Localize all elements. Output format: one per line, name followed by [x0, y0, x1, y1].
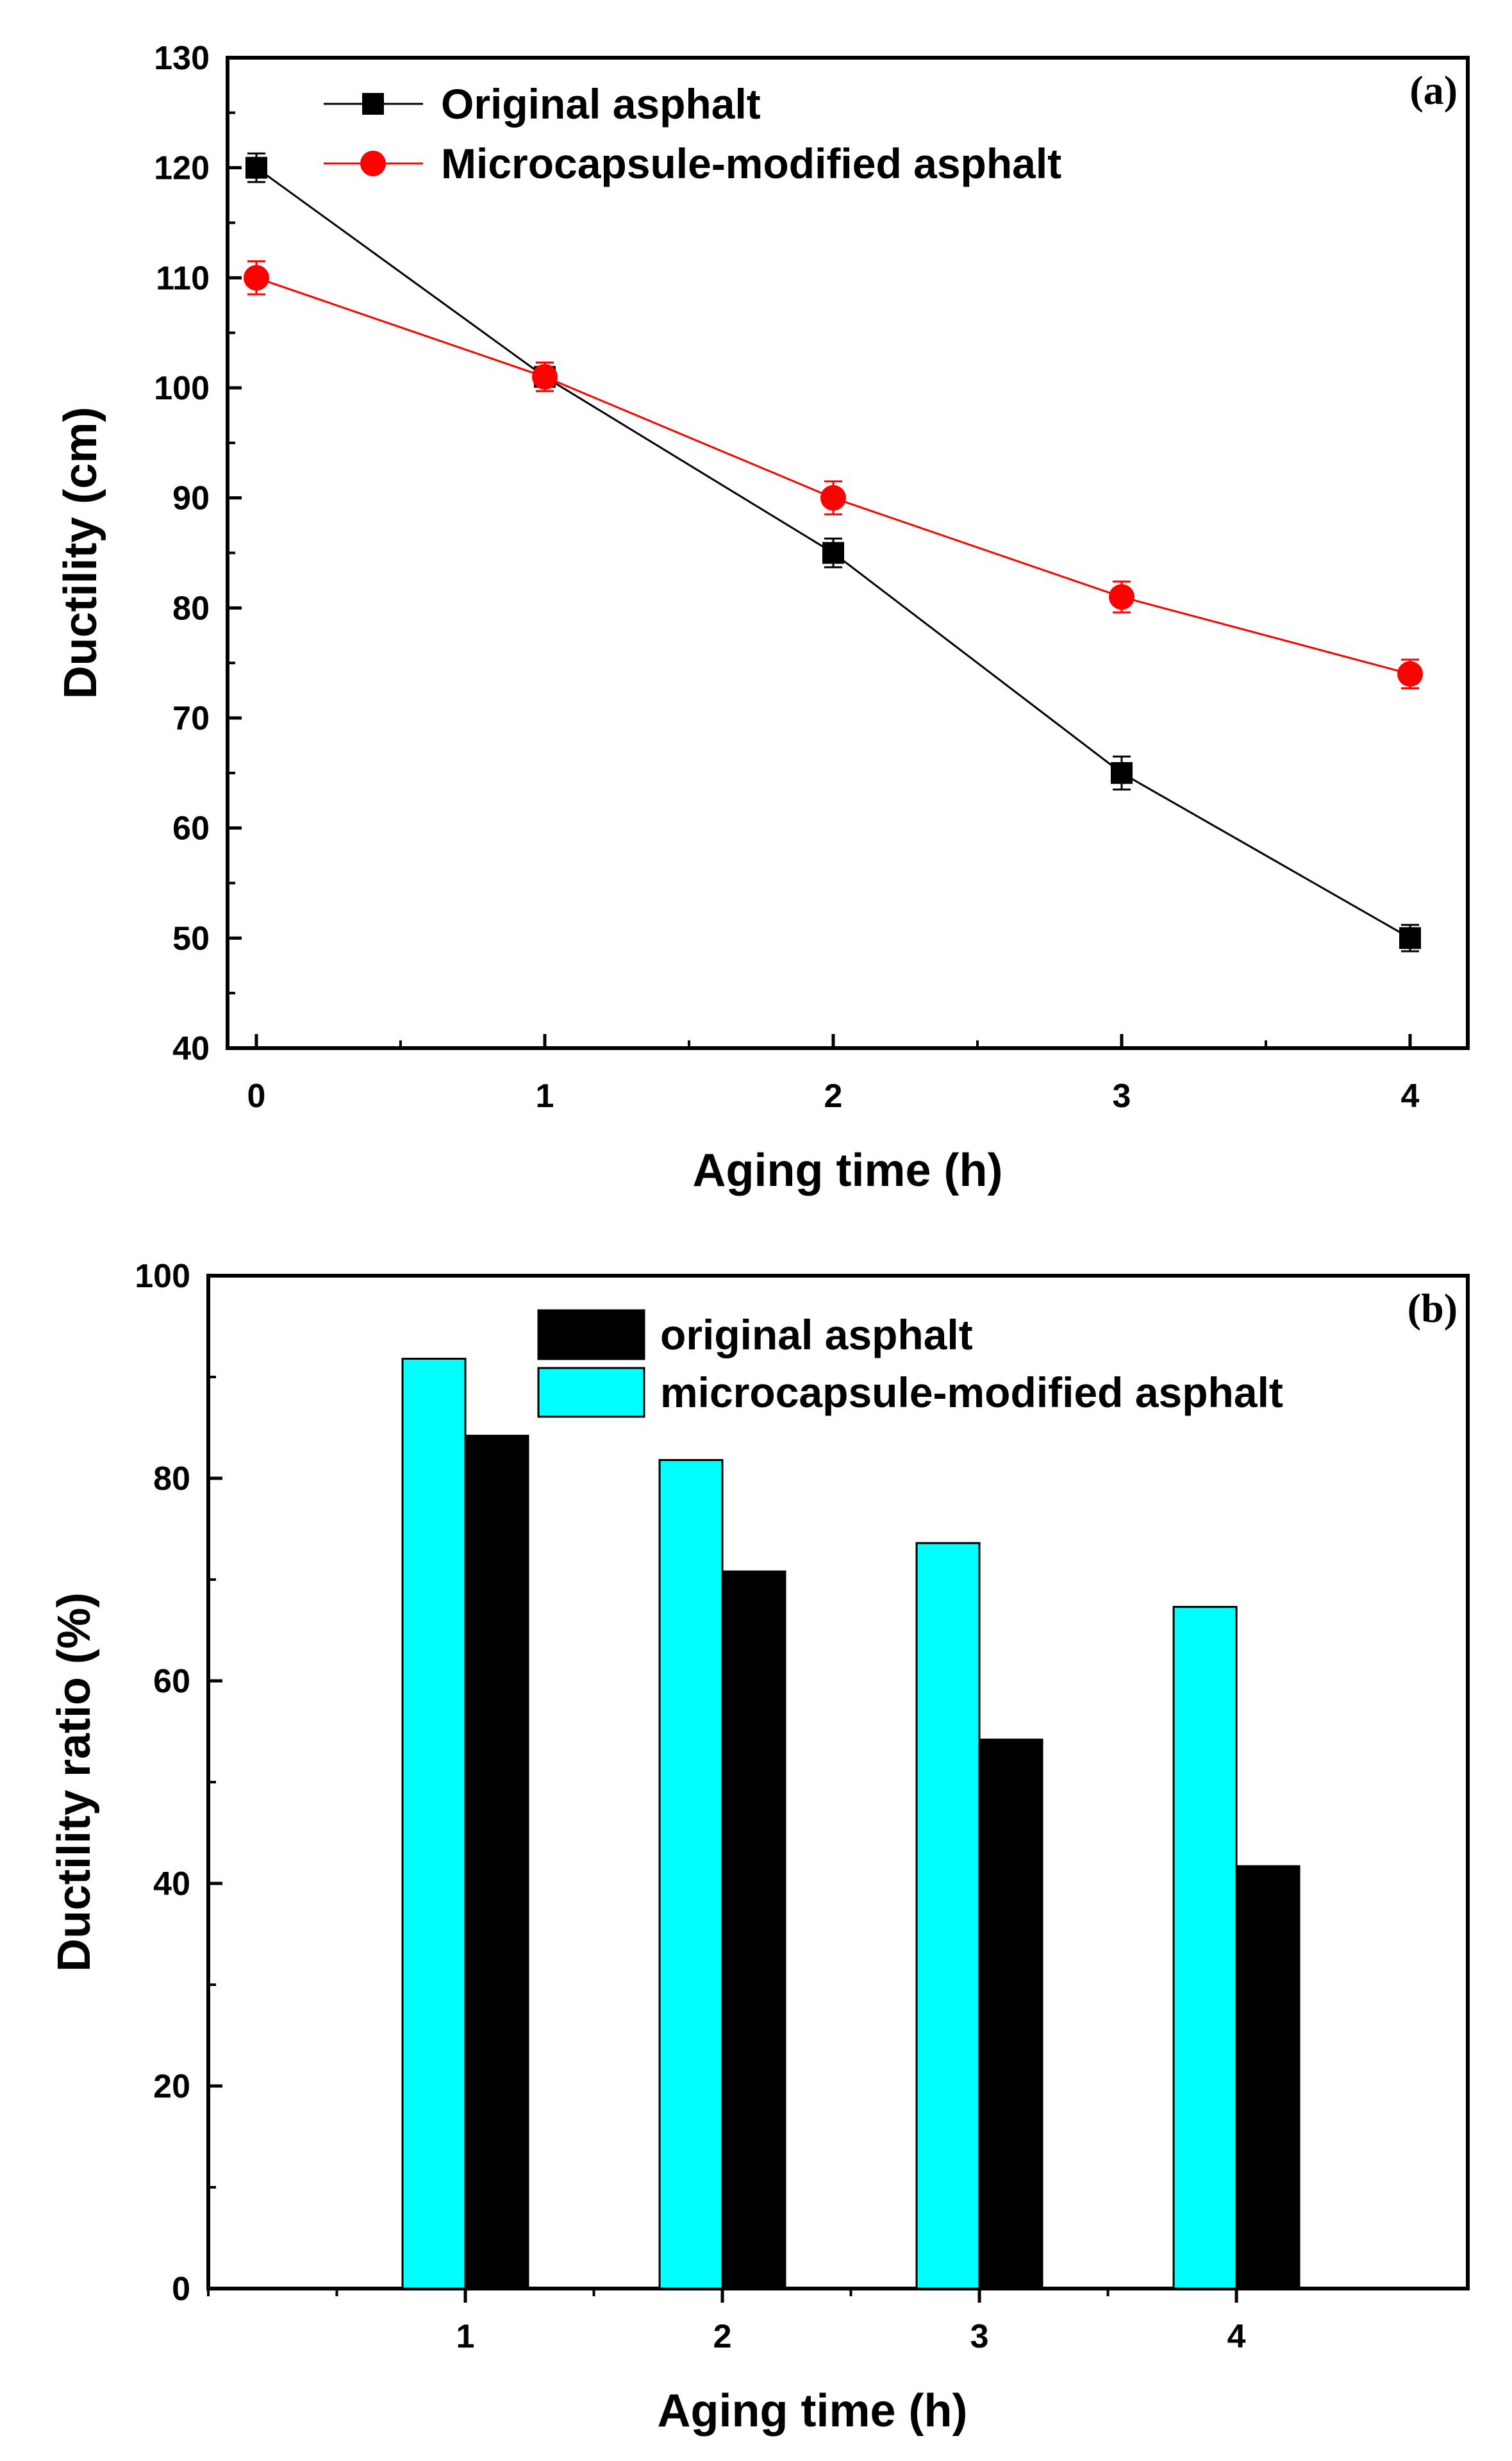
panel-b-y-axis-label: Ductility ratio (%) — [49, 1592, 100, 1972]
panel-b-x-tick-label: 2 — [713, 2318, 732, 2355]
panel-a-point-microcapsule-asphalt — [1109, 584, 1134, 610]
panel-a-series-line-microcapsule-asphalt — [256, 276, 1411, 675]
panel-b-x-axis-label: Aging time (h) — [658, 2385, 968, 2437]
panel-b-x-tick-label: 3 — [970, 2318, 989, 2355]
panel-b-y-tick-label: 0 — [172, 2271, 190, 2308]
panel-b-bar-original-asphalt — [1235, 1865, 1300, 2290]
panel-a-y-tick-label: 60 — [172, 810, 210, 847]
panel-a-y-axis-label: Ductility (cm) — [55, 406, 106, 699]
panel-b-tag: (b) — [1408, 1285, 1458, 1331]
panel-b-y-tick-label: 40 — [153, 1865, 190, 1903]
panel-a-tag: (a) — [1409, 67, 1458, 113]
panel-a-legend-marker-original-asphalt — [362, 93, 384, 115]
panel-a-point-microcapsule-asphalt — [532, 363, 558, 390]
panel-b-legend-label-original-asphalt: original asphalt — [660, 1311, 973, 1358]
panel-b-x-tick-label: 4 — [1227, 2318, 1246, 2355]
panel-a-legend-label-original-asphalt: Original asphalt — [441, 80, 761, 128]
panel-a-y-tick-label: 130 — [154, 40, 210, 77]
panel-a-x-tick-label: 3 — [1113, 1078, 1131, 1115]
panel-a-y-tick-label: 70 — [172, 700, 210, 737]
panel-a-line-chart: 40 50 60 70 80 90 100 110 120 130 0 1 2 3 4 Aging time … — [55, 40, 1470, 1196]
panel-a-point-original-asphalt — [822, 542, 844, 564]
panel-b-bar-chart: 0 20 40 60 80 100 1 2 3 4 Aging time (h) Ductility … — [49, 1258, 1470, 2437]
panel-b-legend-swatch-original-asphalt — [537, 1309, 645, 1360]
panel-b-bar-original-asphalt — [978, 1739, 1043, 2290]
panel-a-y-tick-label: 90 — [172, 480, 210, 517]
panel-a-point-original-asphalt — [245, 156, 267, 179]
panel-a-y-tick-label: 80 — [172, 590, 210, 627]
panel-a-point-microcapsule-asphalt — [1397, 661, 1423, 687]
panel-a-y-tick-label: 110 — [156, 260, 210, 297]
panel-b-x-tick-label: 1 — [456, 2318, 475, 2355]
panel-b-bar-microcapsule-asphalt — [658, 1459, 724, 2290]
panel-a-x-tick-label: 1 — [536, 1078, 554, 1115]
panel-b-bar-microcapsule-asphalt — [915, 1542, 981, 2290]
panel-a-legend-marker-microcapsule-asphalt — [360, 151, 386, 176]
panel-a-y-tick-label: 40 — [172, 1030, 210, 1067]
panel-b-legend-label-microcapsule-asphalt: microcapsule-modified asphalt — [660, 1369, 1283, 1416]
panel-a-x-axis-label: Aging time (h) — [693, 1145, 1003, 1196]
panel-a-point-microcapsule-asphalt — [244, 265, 269, 291]
panel-a-legend-label-microcapsule-asphalt: Microcapsule-modified asphalt — [441, 140, 1061, 187]
panel-b-bar-original-asphalt — [464, 1435, 529, 2290]
panel-b-bar-microcapsule-asphalt — [401, 1358, 467, 2290]
panel-b-y-tick-label: 100 — [135, 1258, 190, 1295]
panel-a-x-tick-label: 2 — [824, 1078, 843, 1115]
panel-a-y-tick-label: 50 — [172, 920, 210, 957]
panel-b-bar-original-asphalt — [721, 1570, 786, 2290]
panel-a-point-original-asphalt — [1399, 927, 1421, 949]
panel-b-legend-swatch-microcapsule-asphalt — [537, 1367, 645, 1418]
panel-a-y-tick-label: 120 — [154, 150, 210, 187]
panel-b-bar-microcapsule-asphalt — [1172, 1606, 1238, 2290]
panel-b-y-tick-label: 60 — [153, 1663, 190, 1700]
panel-a-point-microcapsule-asphalt — [820, 485, 846, 511]
panel-a-x-tick-label: 0 — [247, 1078, 266, 1115]
panel-b-y-tick-label: 80 — [153, 1460, 190, 1497]
panel-a-y-tick-label: 100 — [154, 370, 210, 407]
panel-a-x-tick-label: 4 — [1401, 1078, 1420, 1115]
panel-a-point-original-asphalt — [1111, 762, 1133, 784]
panel-a-plot-frame — [226, 56, 1470, 1050]
panel-b-y-tick-label: 20 — [153, 2068, 190, 2105]
